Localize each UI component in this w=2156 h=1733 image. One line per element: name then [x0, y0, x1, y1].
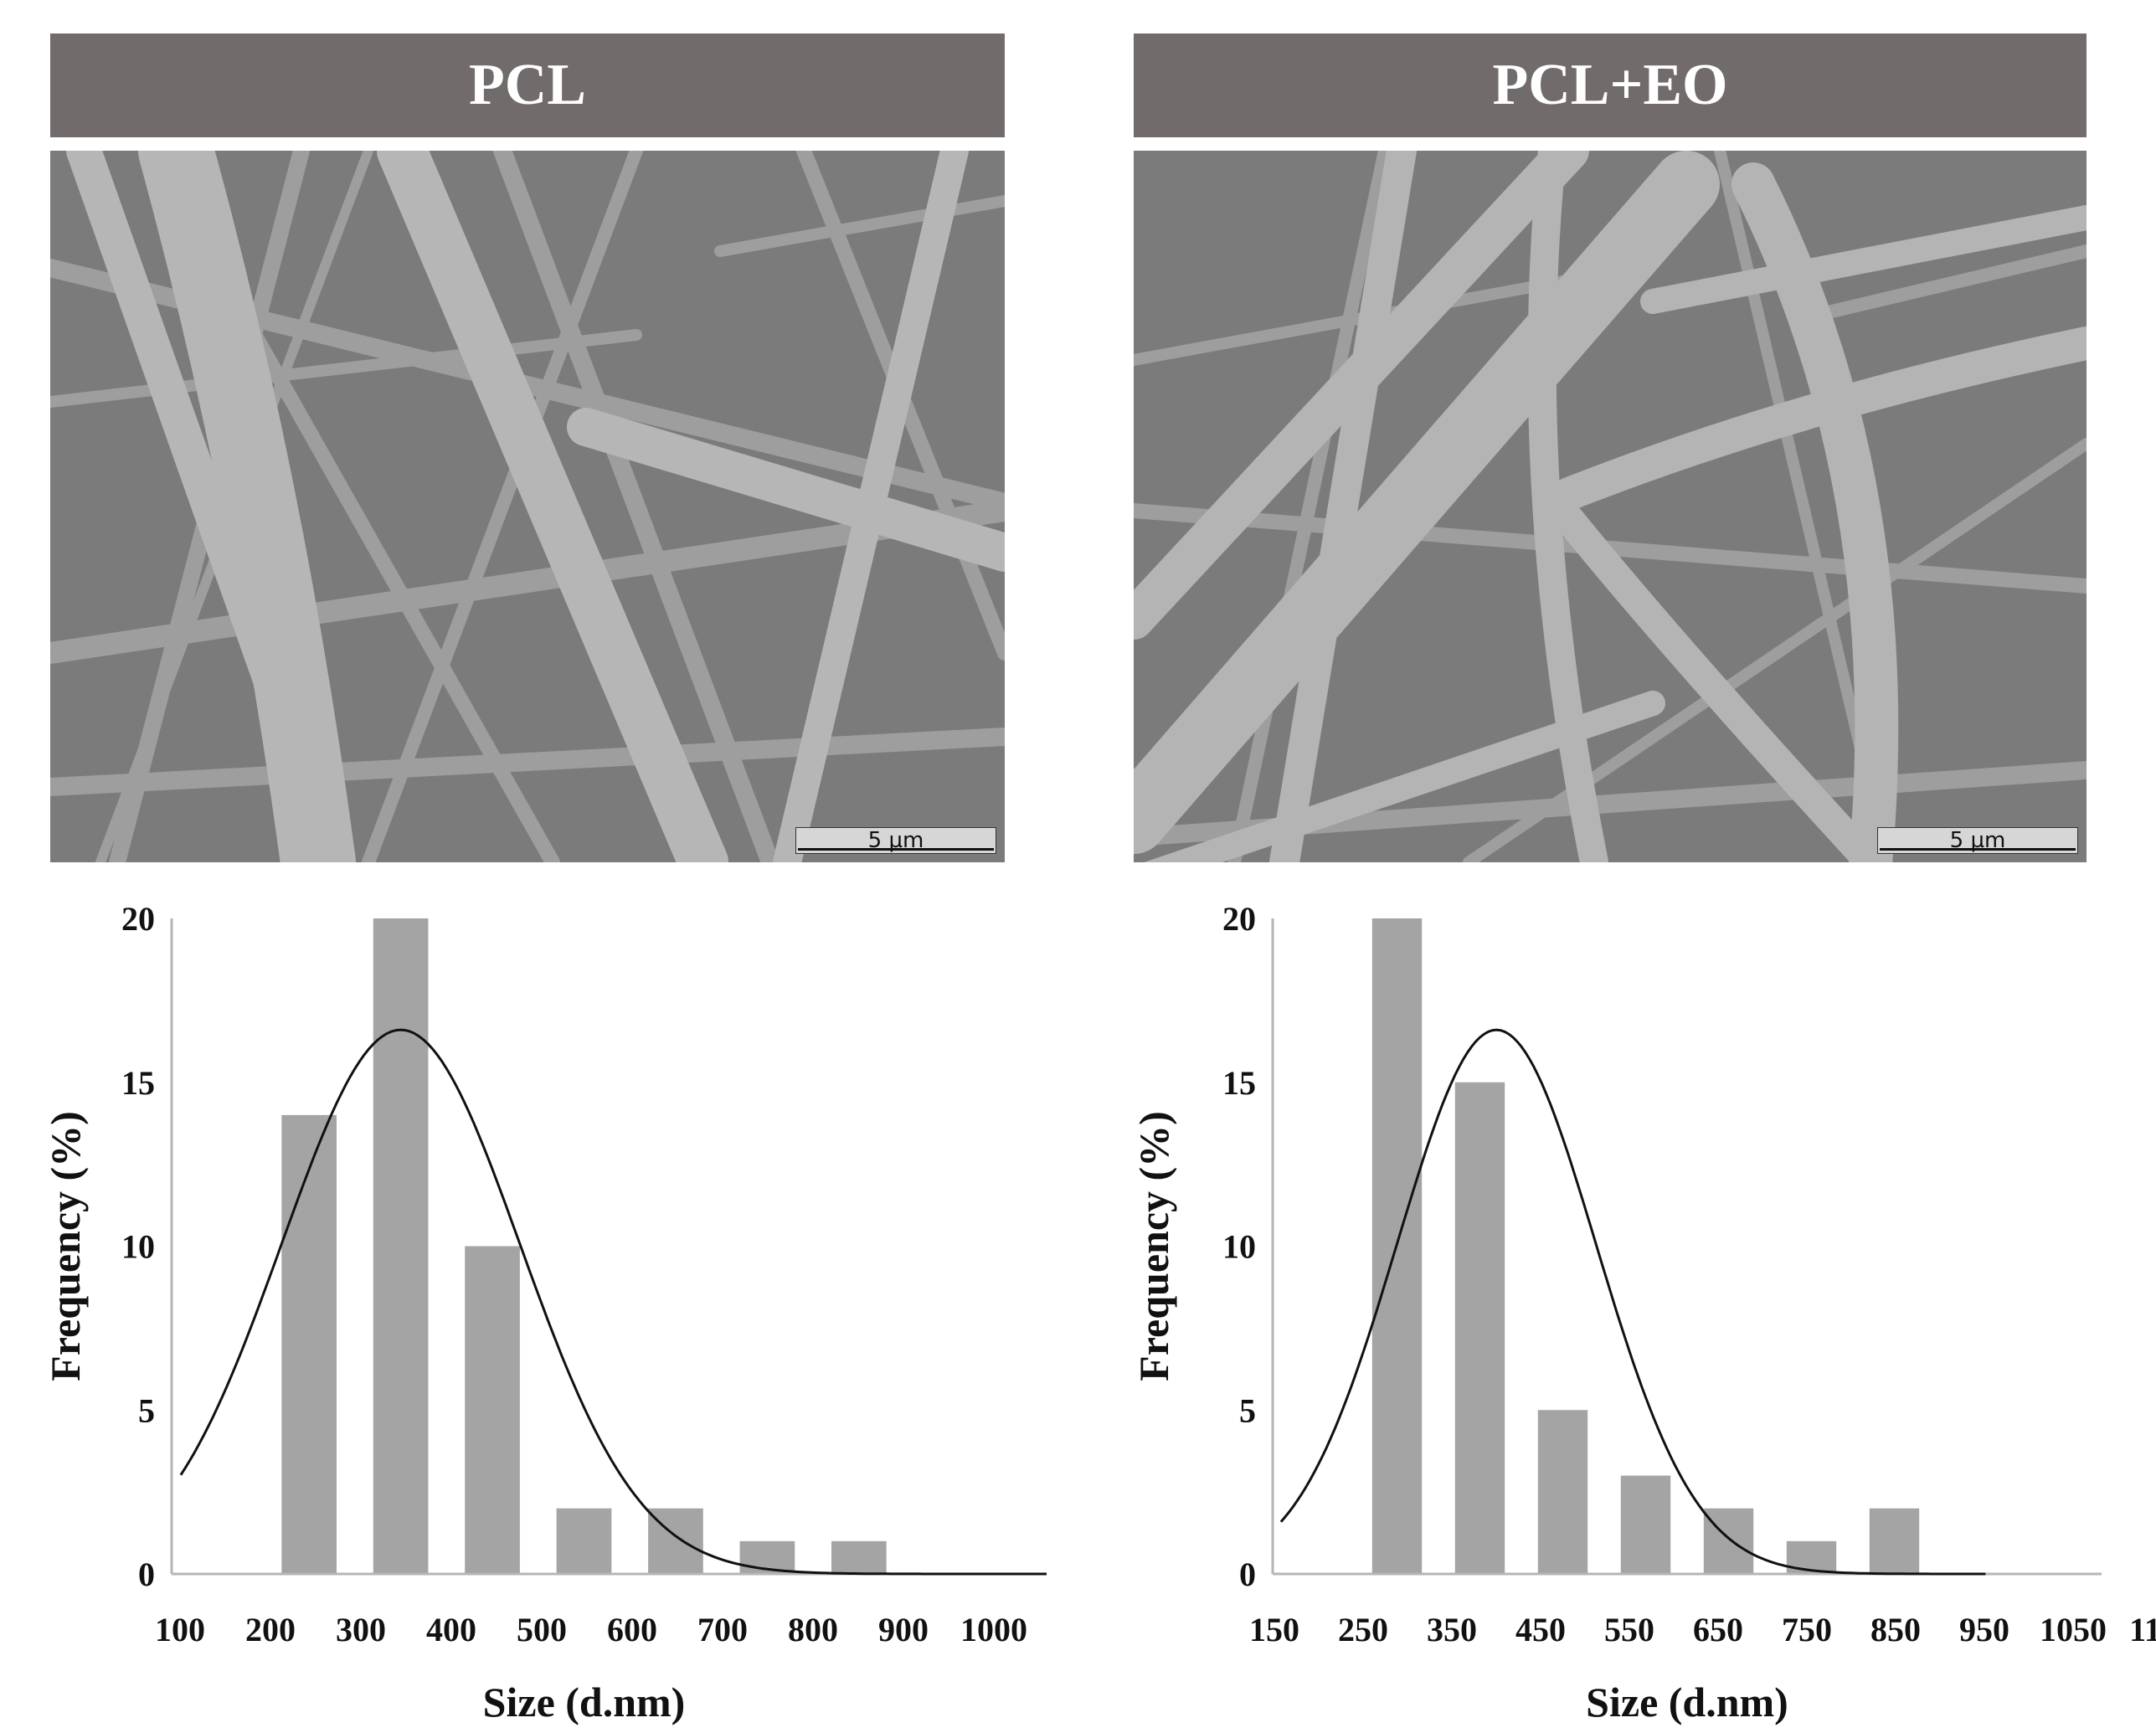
- x-tick-label: 1150: [2129, 1611, 2156, 1648]
- x-tick-label: 150: [1249, 1611, 1299, 1648]
- y-tick-label: 10: [1222, 1228, 1256, 1266]
- x-tick-label: 700: [697, 1611, 748, 1648]
- histogram-bar: [831, 1540, 887, 1574]
- histogram-bar: [373, 918, 429, 1574]
- sem-fibers-pcl-eo: [1134, 151, 2087, 862]
- histogram-bar: [1869, 1508, 1920, 1574]
- histogram-bar: [556, 1508, 612, 1574]
- panel-title-text: PCL+EO: [1492, 53, 1728, 117]
- histogram-bar: [465, 1246, 520, 1574]
- histogram-pcl-eo-svg: 0 5 10 15 20 150 250 350 450 550 650 750 850 950 1050 1…: [1130, 900, 2156, 1725]
- normal-fit-curve: [1279, 1028, 1986, 1576]
- scale-bar-line: [1880, 848, 2076, 851]
- y-tick-label: 15: [1222, 1064, 1256, 1102]
- x-tick-label: 850: [1870, 1611, 1921, 1648]
- histogram-bar: [1703, 1508, 1754, 1574]
- normal-fit-curve: [179, 1028, 1047, 1576]
- histogram-pcl: 0 5 10 15 20 100 200 300 400 500 600 700 800 900 1000 S…: [0, 887, 1047, 1733]
- y-tick-label: 10: [121, 1228, 155, 1266]
- y-tick-label: 20: [121, 900, 155, 938]
- x-tick-label: 900: [878, 1611, 929, 1648]
- scale-bar-pcl: 5 µm: [795, 827, 996, 854]
- x-tick-label: 300: [336, 1611, 386, 1648]
- panel-title-pcl-eo: PCL+EO: [1134, 33, 2087, 137]
- x-tick-label: 550: [1604, 1611, 1654, 1648]
- x-tick-label: 450: [1515, 1611, 1566, 1648]
- histogram-bar: [281, 1114, 337, 1574]
- scale-bar-pcl-eo: 5 µm: [1877, 827, 2078, 854]
- y-axis-label: Frequency (%): [1130, 1111, 1177, 1381]
- panel-title-pcl: PCL: [50, 33, 1005, 137]
- histogram-pcl-svg: 0 5 10 15 20 100 200 300 400 500 600 700 800 900 1000 S…: [42, 900, 1047, 1725]
- y-axis-label: Frequency (%): [42, 1111, 89, 1381]
- histogram-bar: [1537, 1410, 1588, 1574]
- x-tick-label: 750: [1782, 1611, 1832, 1648]
- x-tick-label: 650: [1693, 1611, 1743, 1648]
- x-tick-label: 500: [517, 1611, 567, 1648]
- x-tick-label: 1000: [960, 1611, 1027, 1648]
- histogram-pcl-eo: 0 5 10 15 20 150 250 350 450 550 650 750 850 950 1050 1…: [1088, 887, 2156, 1733]
- y-tick-label: 20: [1222, 900, 1256, 938]
- y-tick-label: 0: [138, 1556, 155, 1593]
- x-axis-label: Size (d.nm): [483, 1679, 686, 1725]
- scale-bar-line: [798, 848, 994, 851]
- y-tick-label: 0: [1239, 1556, 1256, 1593]
- y-tick-label: 5: [138, 1391, 155, 1429]
- sem-image-pcl-eo: 5 µm: [1134, 151, 2087, 862]
- x-tick-label: 100: [155, 1611, 205, 1648]
- y-tick-label: 15: [121, 1064, 155, 1102]
- y-tick-label: 5: [1239, 1391, 1256, 1429]
- histogram-bar: [1454, 1082, 1505, 1574]
- x-tick-label: 400: [426, 1611, 476, 1648]
- x-tick-label: 200: [245, 1611, 296, 1648]
- sem-fibers-pcl: [50, 151, 1005, 862]
- sem-image-pcl: 5 µm: [50, 151, 1005, 862]
- histogram-bar: [1620, 1475, 1671, 1574]
- x-tick-label: 350: [1427, 1611, 1477, 1648]
- x-tick-label: 600: [607, 1611, 657, 1648]
- x-tick-label: 250: [1338, 1611, 1388, 1648]
- x-tick-label: 950: [1959, 1611, 2009, 1648]
- x-tick-label: 800: [788, 1611, 838, 1648]
- panel-title-text: PCL: [469, 53, 586, 117]
- x-tick-label: 1050: [2040, 1611, 2107, 1648]
- x-axis-label: Size (d.nm): [1586, 1679, 1788, 1725]
